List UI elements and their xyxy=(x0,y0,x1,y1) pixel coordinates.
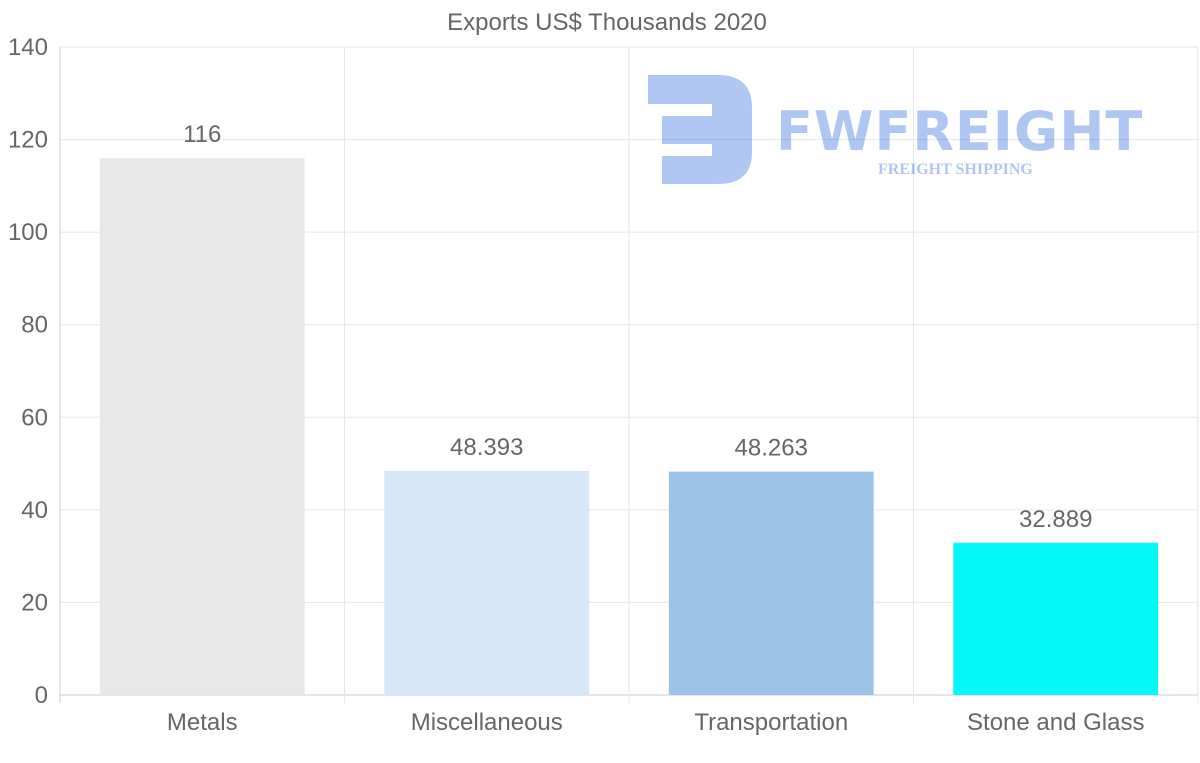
bar-transportation xyxy=(668,471,874,695)
watermark-tagline: FREIGHT SHIPPING xyxy=(878,161,1033,178)
y-tick-label: 0 xyxy=(35,682,48,709)
chart-title: Exports US$ Thousands 2020 xyxy=(447,9,767,36)
x-category-label: Transportation xyxy=(694,709,848,736)
y-tick-label: 40 xyxy=(21,497,48,524)
y-tick-label: 60 xyxy=(21,404,48,431)
x-axis-categories: Metals Miscellaneous Transportation Stone a… xyxy=(167,709,1145,736)
bar-miscellaneous xyxy=(384,471,590,695)
data-label: 48.263 xyxy=(735,435,808,462)
data-labels: 116 48.393 48.263 32.889 xyxy=(183,121,1092,533)
y-tick-label: 80 xyxy=(21,312,48,339)
watermark-logo-icon xyxy=(648,75,752,184)
x-category-label: Miscellaneous xyxy=(411,709,563,736)
y-tick-label: 20 xyxy=(21,589,48,616)
y-tick-label: 120 xyxy=(8,127,48,154)
data-label: 48.393 xyxy=(450,434,523,461)
watermark: FWFREIGHT FREIGHT SHIPPING xyxy=(648,75,1143,184)
bar-stone-and-glass xyxy=(953,542,1159,695)
y-axis-ticks: 0 20 40 60 80 100 120 140 xyxy=(8,34,48,709)
watermark-name: FWFREIGHT xyxy=(776,100,1143,163)
bar-metals xyxy=(99,158,305,696)
y-tick-label: 140 xyxy=(8,34,48,61)
y-tick-label: 100 xyxy=(8,219,48,246)
bars xyxy=(99,158,1159,696)
data-label: 116 xyxy=(183,121,221,148)
x-category-label: Stone and Glass xyxy=(967,709,1144,736)
x-category-label: Metals xyxy=(167,709,238,736)
data-label: 32.889 xyxy=(1019,506,1092,533)
